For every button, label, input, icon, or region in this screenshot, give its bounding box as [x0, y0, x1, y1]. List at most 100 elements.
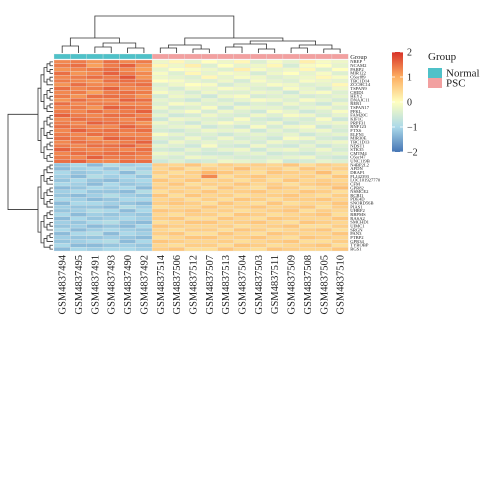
heatmap-cell	[217, 117, 235, 122]
dendrogram-branch	[49, 95, 53, 101]
heatmap-cell	[250, 86, 267, 91]
heatmap-cell	[250, 124, 267, 129]
dendrogram-branch	[43, 93, 47, 110]
heatmap-cell	[266, 75, 284, 80]
dendrogram-branch	[49, 141, 53, 147]
column-label: GSM4837494	[58, 254, 69, 314]
heatmap-cell	[266, 170, 284, 175]
heatmap-cell	[266, 147, 284, 152]
row-label: STK35	[350, 147, 364, 152]
heatmap-cell	[266, 63, 284, 68]
heatmap-cell	[184, 205, 202, 210]
heatmap-cell	[86, 162, 104, 168]
heatmap-cell	[184, 86, 202, 91]
heatmap-cell	[70, 151, 87, 156]
heatmap-cell	[53, 231, 71, 236]
heatmap-cell	[86, 94, 104, 99]
dendrogram-branch	[43, 120, 47, 136]
heatmap-cell	[53, 201, 71, 206]
heatmap-cell	[135, 71, 153, 76]
heatmap-cell	[217, 224, 235, 229]
heatmap-cell	[53, 147, 71, 152]
heatmap-cell	[200, 205, 218, 210]
heatmap-cell	[53, 151, 71, 156]
dendrogram-branch	[49, 153, 53, 158]
heatmap-cell	[151, 216, 169, 221]
heatmap-cell	[299, 182, 316, 187]
heatmap-cell	[168, 105, 185, 110]
heatmap-cell	[266, 182, 284, 187]
column-label: GSM4837490	[123, 255, 134, 315]
heatmap-cell	[102, 117, 120, 122]
heatmap-cell	[282, 101, 300, 106]
heatmap-cell	[151, 67, 169, 72]
annotation-cell	[266, 53, 284, 60]
heatmap-cell	[151, 159, 169, 164]
heatmap-cell	[135, 182, 153, 187]
heatmap-cell	[102, 120, 120, 126]
heatmap-cell	[250, 101, 267, 106]
dendrogram-branch	[49, 210, 53, 216]
heatmap-cell	[151, 174, 169, 179]
dendrogram-branch	[49, 122, 53, 128]
heatmap-cell	[299, 155, 316, 160]
heatmap-cell	[331, 205, 349, 210]
heatmap-cell	[184, 109, 202, 114]
heatmap-cell	[86, 189, 104, 194]
heatmap-cell	[135, 208, 153, 213]
heatmap-cell	[331, 94, 349, 99]
row-label: PAN3	[350, 231, 362, 236]
heatmap-cell	[102, 208, 120, 213]
heatmap-cell	[151, 105, 169, 110]
column-label: GSM4837512	[188, 255, 199, 315]
heatmap-cell	[135, 174, 153, 179]
heatmap-cell	[86, 59, 104, 64]
heatmap-cell	[315, 132, 333, 137]
heatmap-cell	[250, 197, 267, 202]
heatmap-cell	[315, 124, 333, 129]
annotation-cell	[119, 53, 136, 60]
heatmap-cell	[331, 235, 349, 240]
heatmap-cell	[217, 128, 235, 133]
dendrogram-branch	[49, 164, 53, 170]
heatmap-cell	[282, 205, 300, 210]
heatmap-cell	[168, 109, 185, 114]
heatmap-cell	[233, 101, 251, 106]
heatmap-cell	[151, 86, 169, 91]
heatmap-cell	[70, 212, 87, 217]
heatmap-cell	[151, 132, 169, 137]
heatmap-cell	[168, 208, 185, 213]
heatmap-cell	[168, 113, 185, 118]
heatmap-cell	[233, 170, 251, 175]
heatmap-cell	[331, 140, 349, 145]
heatmap-cell	[53, 189, 71, 194]
heatmap-cell	[53, 182, 71, 187]
heatmap-cell	[102, 101, 120, 106]
heatmap-cell	[233, 208, 251, 213]
heatmap-cell	[151, 140, 169, 145]
heatmap-cell	[266, 208, 284, 213]
heatmap-cell	[119, 193, 136, 198]
heatmap-cell	[299, 71, 316, 76]
heatmap-cell	[70, 205, 87, 210]
heatmap-cell	[315, 201, 333, 206]
heatmap-cell	[266, 227, 284, 233]
heatmap-cell	[184, 151, 202, 156]
heatmap-cell	[299, 166, 316, 171]
heatmap-cell	[217, 151, 235, 156]
heatmap-cell	[70, 78, 87, 84]
dendrogram-branch	[49, 103, 53, 109]
heatmap-cell	[70, 90, 87, 95]
heatmap-cell	[315, 243, 333, 248]
heatmap-cell	[184, 247, 202, 252]
dendrogram-branch	[40, 220, 44, 244]
heatmap-cell	[315, 189, 333, 194]
heatmap-cell	[168, 182, 185, 187]
heatmap-cell	[70, 128, 87, 133]
heatmap-cell	[331, 212, 349, 217]
heatmap-cell	[184, 162, 202, 168]
dendrogram-branch	[43, 146, 47, 159]
heatmap-cell	[282, 109, 300, 114]
heatmap-cell	[86, 243, 104, 248]
heatmap-cell	[119, 151, 136, 156]
